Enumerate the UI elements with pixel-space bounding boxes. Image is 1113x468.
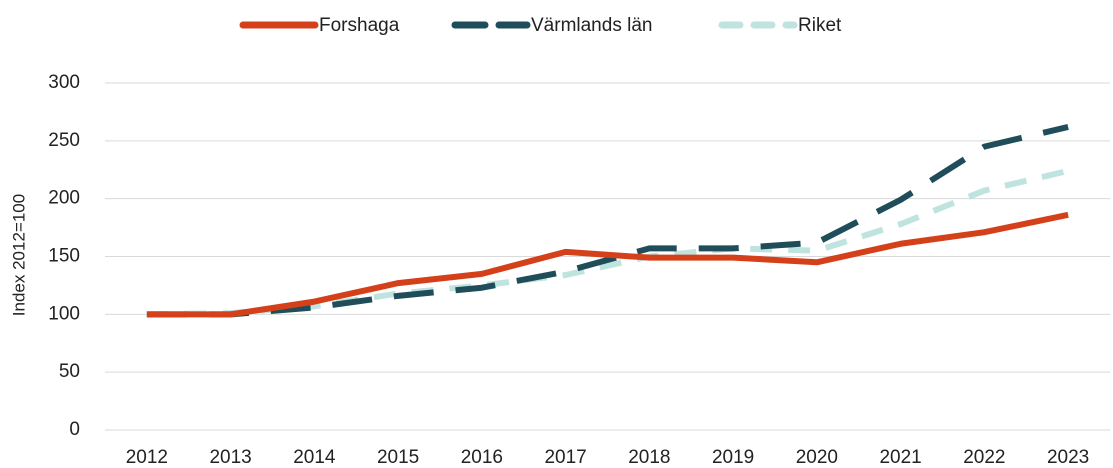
- series-line: [146, 211, 1069, 318]
- legend-label: Värmlands län: [531, 15, 652, 36]
- y-tick-label: 50: [59, 361, 80, 382]
- y-axis-label: Index 2012=100: [9, 194, 28, 316]
- y-tick-label: 100: [48, 303, 80, 324]
- x-tick-label: 2015: [377, 447, 419, 468]
- x-tick-label: 2014: [293, 447, 336, 468]
- y-tick-label: 150: [48, 246, 80, 267]
- x-tick-label: 2020: [796, 447, 838, 468]
- x-tick-label: 2018: [628, 447, 670, 468]
- x-tick-label: 2013: [209, 447, 251, 468]
- x-tick-label: 2021: [879, 447, 921, 468]
- y-tick-label: 200: [48, 188, 80, 209]
- legend-label: Forshaga: [319, 15, 400, 36]
- x-tick-label: 2022: [963, 447, 1005, 468]
- x-tick-label: 2016: [461, 447, 503, 468]
- y-tick-label: 300: [48, 72, 80, 93]
- x-tick-label: 2023: [1047, 447, 1089, 468]
- x-tick-label: 2017: [544, 447, 586, 468]
- legend-label: Riket: [798, 15, 842, 36]
- x-tick-label: 2019: [712, 447, 754, 468]
- x-tick-label: 2012: [126, 447, 168, 468]
- series-line: [146, 124, 1069, 318]
- y-tick-label: 250: [48, 130, 80, 151]
- y-tick-label: 0: [69, 419, 80, 440]
